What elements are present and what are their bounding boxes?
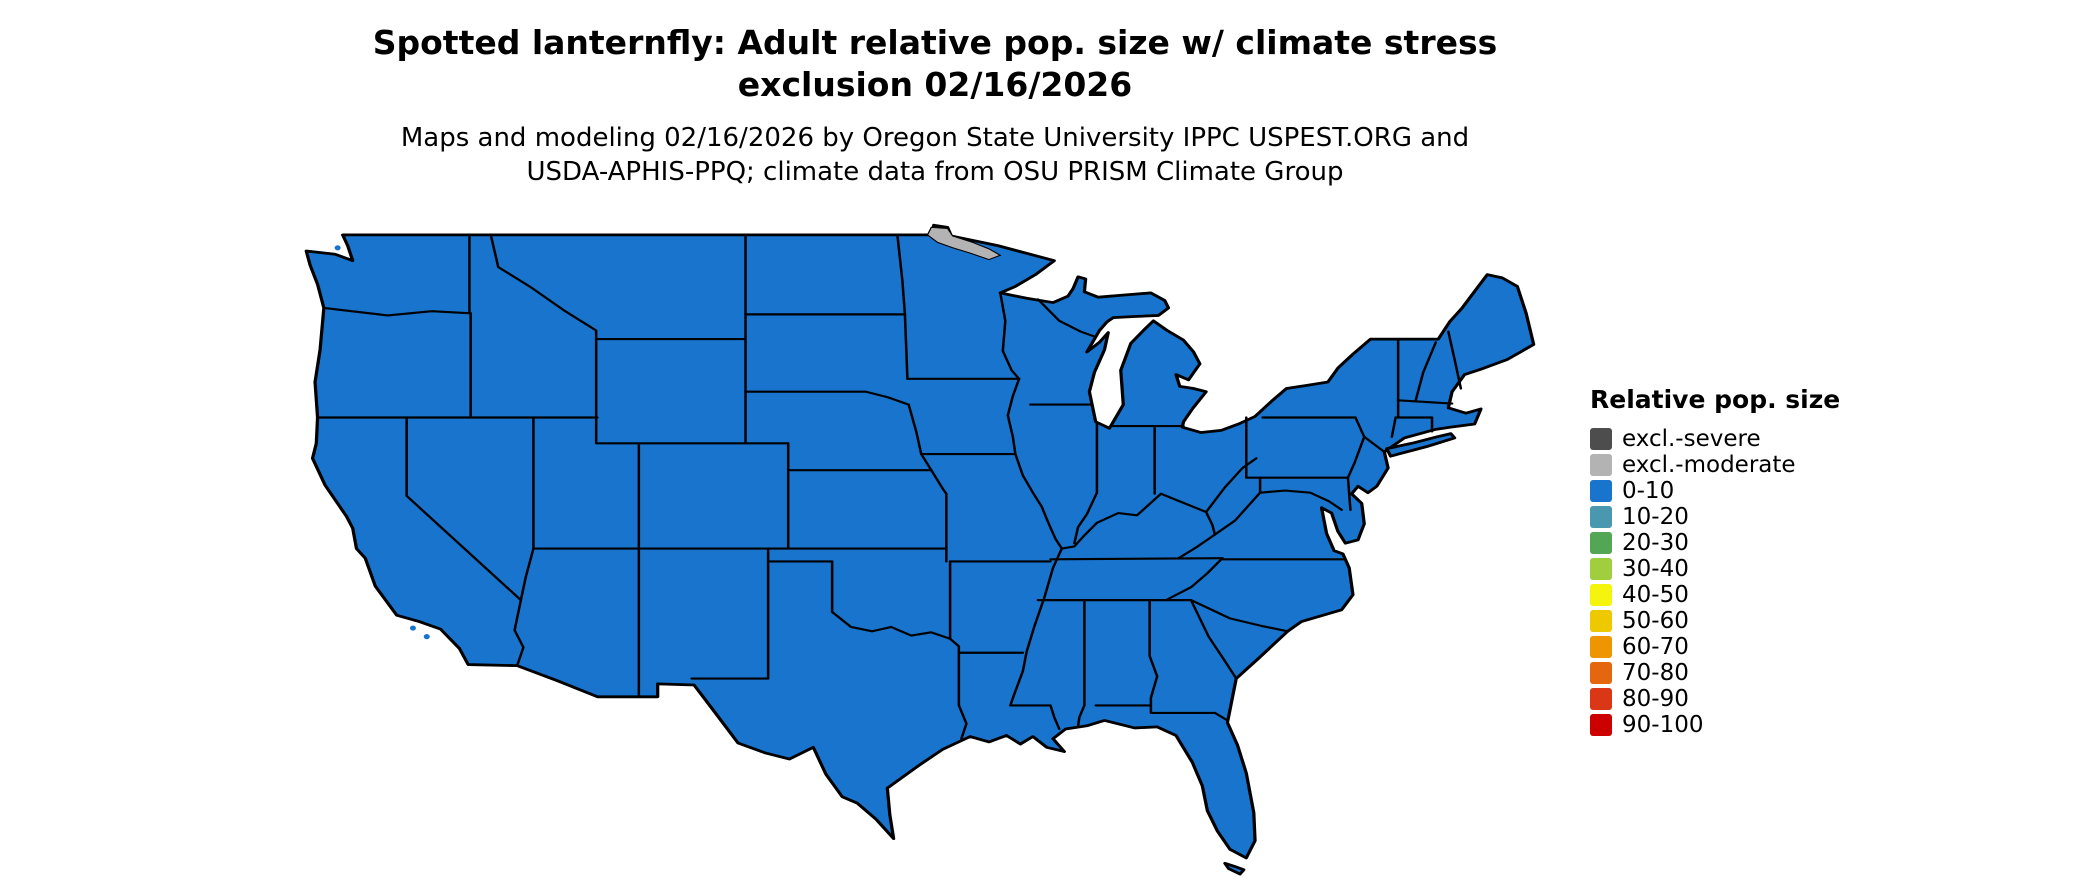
- legend-swatch: [1590, 662, 1612, 684]
- legend-label: 10-20: [1622, 503, 1689, 530]
- legend-swatch: [1590, 428, 1612, 450]
- legend-item: excl.-moderate: [1590, 452, 1840, 478]
- legend-label: 60-70: [1622, 633, 1689, 660]
- excluded-region-patch: [926, 226, 1002, 261]
- legend-item: 80-90: [1590, 686, 1840, 712]
- legend-swatch: [1590, 454, 1612, 476]
- legend-label: 50-60: [1622, 607, 1689, 634]
- legend-swatch: [1590, 714, 1612, 736]
- title-line-2: exclusion 02/16/2026: [737, 65, 1133, 105]
- us-land-shape: [304, 223, 1536, 860]
- legend: Relative pop. size excl.-severe excl.-mo…: [1590, 385, 1840, 738]
- legend-swatch: [1590, 532, 1612, 554]
- legend-item: excl.-severe: [1590, 426, 1840, 452]
- legend-item: 30-40: [1590, 556, 1840, 582]
- legend-label: 0-10: [1622, 477, 1675, 504]
- subtitle-line-1: Maps and modeling 02/16/2026 by Oregon S…: [400, 123, 1470, 153]
- legend-swatch: [1590, 688, 1612, 710]
- legend-item: 70-80: [1590, 660, 1840, 686]
- legend-swatch: [1590, 506, 1612, 528]
- page-title: Spotted lanternfly: Adult relative pop. …: [0, 22, 1870, 106]
- legend-label: 80-90: [1622, 685, 1689, 712]
- florida-keys: [1223, 861, 1246, 876]
- channel-island-2: [423, 634, 430, 640]
- us-map: [300, 222, 1555, 888]
- long-island: [1385, 432, 1457, 458]
- subtitle-line-2: USDA-APHIS-PPQ; climate data from OSU PR…: [526, 156, 1344, 187]
- legend-swatch: [1590, 584, 1612, 606]
- legend-item: 40-50: [1590, 582, 1840, 608]
- legend-item: 60-70: [1590, 634, 1840, 660]
- legend-label: 30-40: [1622, 555, 1689, 582]
- legend-item: 0-10: [1590, 478, 1840, 504]
- channel-island-1: [409, 625, 416, 631]
- legend-label: 90-100: [1622, 711, 1704, 738]
- legend-title: Relative pop. size: [1590, 385, 1841, 414]
- legend-label: excl.-severe: [1622, 425, 1761, 452]
- legend-label: 20-30: [1622, 529, 1689, 556]
- legend-label: excl.-moderate: [1622, 451, 1796, 478]
- legend-label: 70-80: [1622, 659, 1689, 686]
- legend-swatch: [1590, 558, 1612, 580]
- legend-swatch: [1590, 480, 1612, 502]
- legend-label: 40-50: [1622, 581, 1689, 608]
- title-line-1: Spotted lanternfly: Adult relative pop. …: [372, 23, 1498, 62]
- legend-item: 10-20: [1590, 504, 1840, 530]
- legend-swatch: [1590, 610, 1612, 632]
- legend-swatch: [1590, 636, 1612, 658]
- us-land-group: [304, 223, 1536, 876]
- legend-item: 20-30: [1590, 530, 1840, 556]
- page-subtitle: Maps and modeling 02/16/2026 by Oregon S…: [0, 122, 1870, 190]
- legend-item: 50-60: [1590, 608, 1840, 634]
- legend-item: 90-100: [1590, 712, 1840, 738]
- us-map-svg: [304, 223, 1536, 876]
- state-borders: [316, 233, 1463, 740]
- puget-island: [334, 245, 341, 251]
